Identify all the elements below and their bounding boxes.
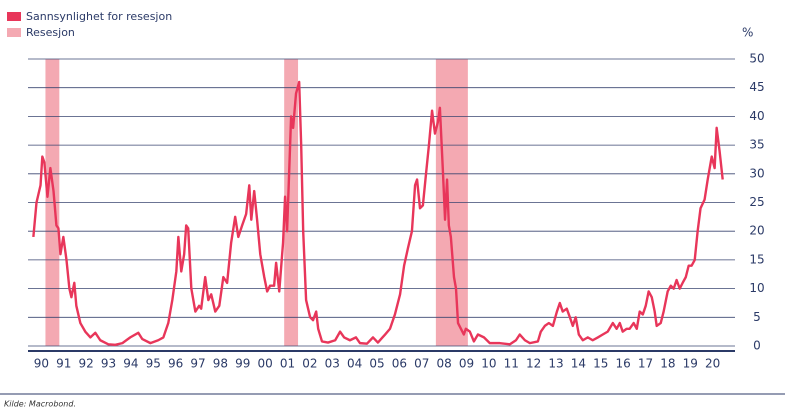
x-tick-label: 99: [235, 357, 250, 371]
x-tick-label: 90: [34, 357, 49, 371]
y-tick-label: 45: [749, 80, 764, 94]
x-tick-label: 01: [280, 357, 295, 371]
x-tick-label: 06: [392, 357, 407, 371]
legend-label: Sannsynlighet for resesjon: [26, 10, 172, 23]
x-tick-label: 09: [459, 357, 474, 371]
x-tick-label: 97: [190, 357, 205, 371]
x-tick-label: 05: [369, 357, 384, 371]
y-tick-label: 10: [749, 281, 764, 295]
x-tick-label: 92: [79, 357, 94, 371]
y-tick-label: 0: [753, 339, 761, 353]
source-note: Kilde: Macrobond.: [4, 400, 76, 409]
x-tick-label: 16: [615, 357, 630, 371]
x-tick-label: 93: [101, 357, 116, 371]
y-tick-label: 50: [749, 52, 764, 66]
x-tick-label: 94: [123, 357, 138, 371]
legend-label: Resesjon: [26, 26, 75, 39]
y-tick-label: 40: [749, 109, 764, 123]
y-tick-label: 15: [749, 252, 764, 266]
series-line: [32, 80, 724, 347]
y-tick-label: 30: [749, 166, 764, 180]
x-tick-label: 03: [325, 357, 340, 371]
x-tick-label: 91: [56, 357, 71, 371]
y-unit: %: [742, 26, 753, 40]
legend-swatch: [7, 12, 21, 21]
x-tick-label: 98: [213, 357, 228, 371]
x-tick-label: 07: [414, 357, 429, 371]
x-tick-label: 95: [146, 357, 161, 371]
x-tick-label: 13: [548, 357, 563, 371]
x-tick-label: 10: [481, 357, 496, 371]
x-tick-label: 04: [347, 357, 362, 371]
x-tick-label: 18: [660, 357, 675, 371]
x-tick-label: 15: [593, 357, 608, 371]
y-tick-label: 20: [749, 224, 764, 238]
y-tick-label: 35: [749, 138, 764, 152]
legend-swatch: [7, 28, 21, 37]
x-tick-label: 20: [705, 357, 720, 371]
x-tick-label: 96: [168, 357, 183, 371]
x-tick-label: 02: [302, 357, 317, 371]
x-tick-label: 11: [504, 357, 519, 371]
x-tick-label: 17: [638, 357, 653, 371]
x-tick-label: 00: [258, 357, 273, 371]
x-tick-label: 12: [526, 357, 541, 371]
x-tick-label: 19: [683, 357, 698, 371]
y-tick-label: 5: [753, 310, 761, 324]
x-tick-label: 08: [437, 357, 452, 371]
x-tick-label: 14: [571, 357, 586, 371]
y-tick-label: 25: [749, 195, 764, 209]
